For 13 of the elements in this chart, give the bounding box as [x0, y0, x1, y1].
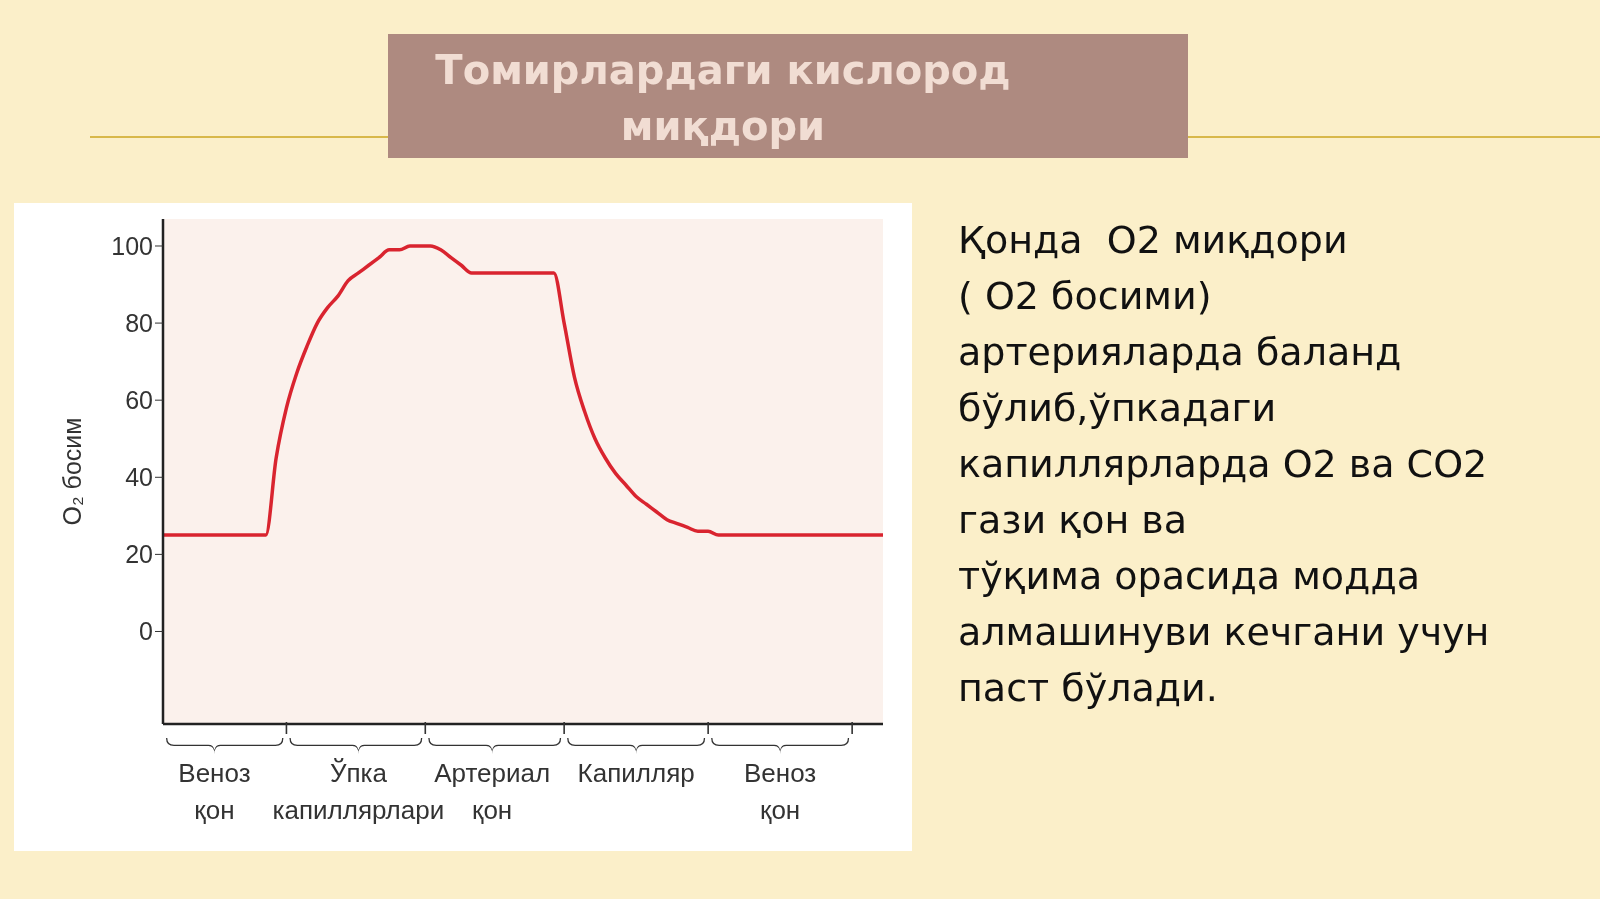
y-tick-label: 40 [125, 463, 153, 492]
text: Қонда O2 миқдори ( O2 босими) артерияларда баланд бўлиб,ўпкадаги капиллярларда O2 ва CO2 гази қон ва тўқима орасида модда алмашинуви кечгани учун паст бўлади. [958, 218, 1490, 710]
y-tick-label: 20 [125, 540, 153, 569]
x-tick-label: Веноз қон [744, 758, 817, 825]
y-axis-title: O₂ босим [57, 417, 86, 526]
y-tick-label: 0 [139, 617, 153, 646]
y-tick-label: 100 [111, 231, 153, 260]
x-tick-label: Капилляр [577, 758, 695, 788]
y-tick-label: 80 [125, 308, 153, 337]
chart-title: Томирлардаги кислород миқдори [388, 34, 1188, 158]
x-tick-label: Веноз қон [178, 758, 251, 825]
line-series [161, 244, 885, 537]
y-tick-label: 60 [125, 386, 153, 415]
